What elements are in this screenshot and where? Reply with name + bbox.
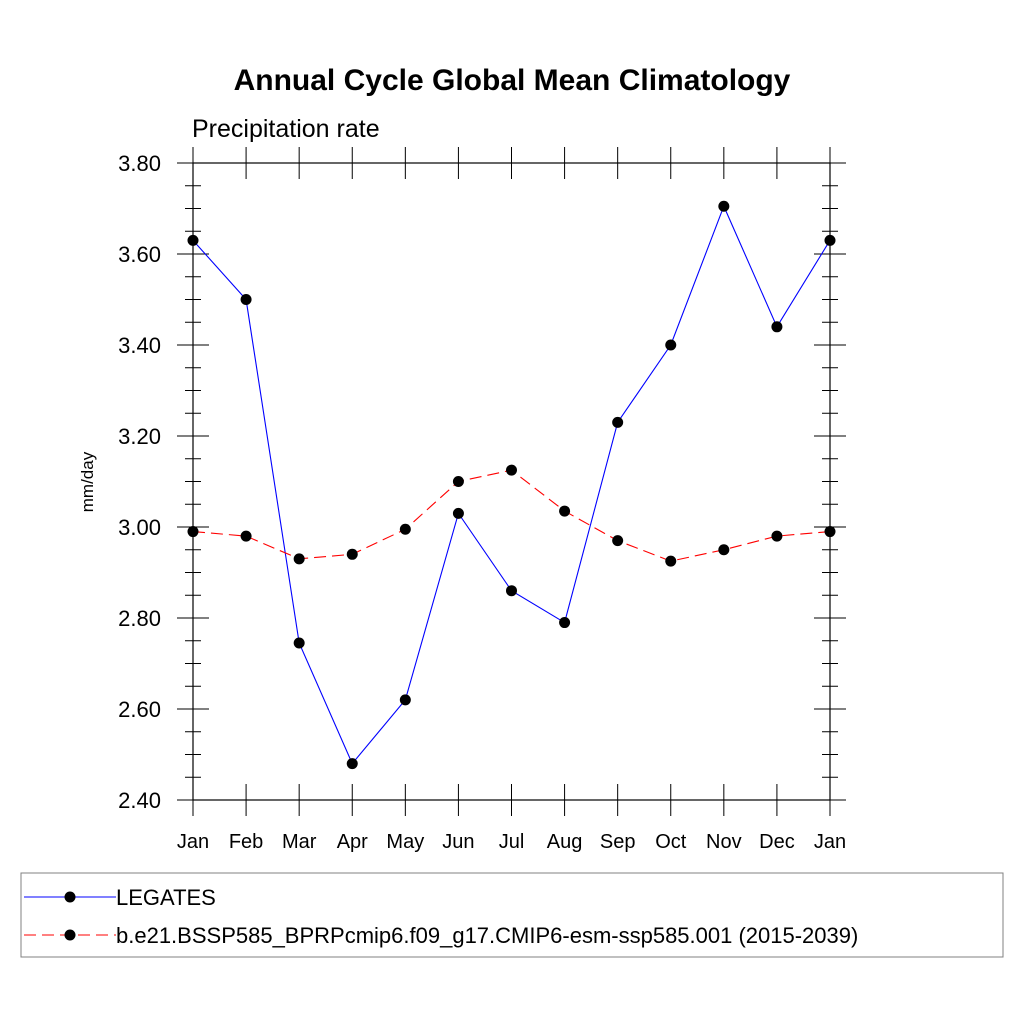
- data-point-series-2: [346, 548, 358, 560]
- legend-box: [20, 872, 1004, 958]
- legend: LEGATES b.e21.BSSP585_BPRPcmip6.f09_g17.C…: [20, 872, 1004, 958]
- axes: 2.40 2.60 2.80 3.00 3.20 3.40 3.60 3.80 Jan Feb Ma…: [118, 147, 846, 853]
- x-tick-label: Nov: [706, 831, 742, 853]
- data-point-series-2: [399, 523, 411, 535]
- y-tick-label: 3.20: [118, 424, 161, 449]
- y-axis-label: mm/day: [78, 451, 97, 512]
- x-tick-label: Feb: [229, 831, 263, 853]
- data-point-series-1: [506, 585, 517, 597]
- data-point-series-1: [293, 637, 305, 649]
- data-point-series-1: [452, 507, 464, 519]
- x-tick-label: Jan: [177, 831, 209, 853]
- y-tick-label: 3.80: [118, 151, 161, 176]
- data-point-series-2: [665, 555, 677, 567]
- y-tick-label: 3.00: [118, 515, 161, 540]
- data-point-series-2: [559, 505, 571, 517]
- data-point-series-2: [718, 544, 730, 556]
- data-point-series-1: [824, 234, 836, 246]
- legend-label-2: b.e21.BSSP585_BPRPcmip6.f09_g17.CMIP6-es…: [116, 923, 858, 948]
- data-point-series-1: [187, 234, 199, 246]
- x-tick-label: Jul: [499, 831, 525, 853]
- data-point-series-1: [771, 321, 783, 333]
- data-point-series-1: [346, 758, 358, 770]
- y-tick-label: 2.40: [118, 788, 161, 813]
- data-point-series-2: [452, 476, 464, 487]
- x-tick-label: Apr: [337, 831, 368, 853]
- data-point-series-2: [240, 530, 252, 542]
- legend-marker-2: [64, 929, 76, 941]
- data-point-series-1: [718, 200, 730, 212]
- data-point-series-2: [506, 464, 517, 476]
- chart-title: Annual Cycle Global Mean Climatology: [234, 64, 791, 97]
- y-tick-label: 2.80: [118, 606, 161, 631]
- y-tick-label: 2.60: [118, 697, 161, 722]
- legend-label-1: LEGATES: [116, 885, 216, 910]
- x-tick-label: Oct: [655, 831, 687, 853]
- x-tick-label: Jun: [442, 831, 474, 853]
- x-tick-label: Mar: [282, 831, 317, 853]
- x-tick-label: Sep: [600, 831, 636, 853]
- data-point-series-2: [771, 530, 783, 542]
- legend-marker-1: [64, 891, 76, 903]
- data-point-series-2: [293, 553, 305, 565]
- data-point-series-2: [187, 526, 199, 538]
- x-tick-label: Aug: [547, 831, 583, 853]
- y-tick-label: 3.40: [118, 333, 161, 358]
- data-point-series-1: [665, 339, 677, 351]
- data-point-series-2: [612, 535, 624, 547]
- x-tick-label: Jan: [814, 831, 846, 853]
- data-point-series-2: [824, 526, 836, 538]
- y-tick-label: 3.60: [118, 242, 161, 267]
- data-point-series-1: [240, 294, 252, 305]
- x-tick-label: Dec: [759, 831, 795, 853]
- chart-subtitle: Precipitation rate: [192, 115, 380, 143]
- series-layer: [187, 200, 836, 770]
- x-tick-label: May: [386, 831, 424, 853]
- data-point-series-1: [399, 694, 411, 706]
- data-point-series-1: [559, 617, 571, 629]
- data-point-series-1: [612, 416, 624, 428]
